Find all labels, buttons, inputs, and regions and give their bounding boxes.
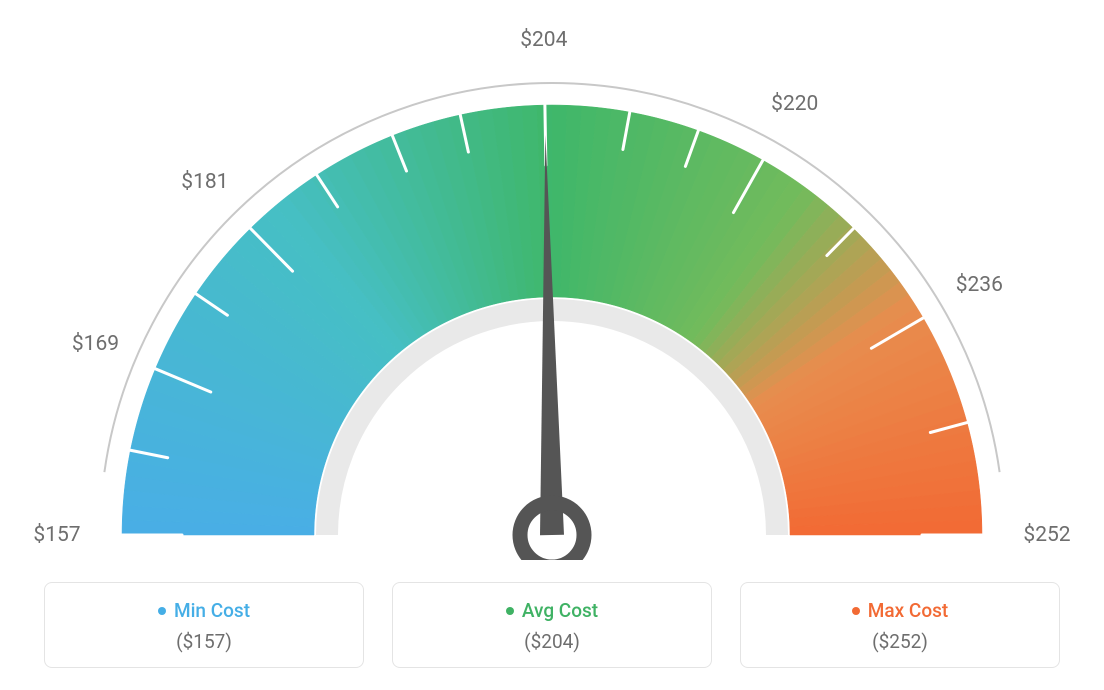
legend-card-min: Min Cost ($157)	[44, 582, 364, 668]
gauge-tick-label: $181	[181, 170, 228, 194]
gauge-chart: $157 $169 $181 $204 $220 $236 $252	[0, 0, 1104, 560]
legend-label-avg: Avg Cost	[506, 599, 598, 622]
legend-value-min: ($157)	[55, 630, 353, 653]
legend-label-text: Min Cost	[174, 599, 250, 622]
legend-card-avg: Avg Cost ($204)	[392, 582, 712, 668]
gauge-tick-label: $157	[33, 523, 80, 547]
legend-label-min: Min Cost	[158, 599, 250, 622]
legend-row: Min Cost ($157) Avg Cost ($204) Max Cost…	[0, 582, 1104, 668]
legend-label-text: Max Cost	[868, 599, 948, 622]
gauge-tick-label: $220	[771, 92, 818, 116]
legend-value-max: ($252)	[751, 630, 1049, 653]
legend-label-max: Max Cost	[852, 599, 948, 622]
gauge-tick-label: $236	[956, 273, 1003, 297]
legend-label-text: Avg Cost	[522, 599, 598, 622]
gauge-tick-label: $204	[520, 28, 567, 52]
gauge-svg	[0, 0, 1104, 560]
gauge-tick-label: $169	[72, 332, 119, 356]
legend-value-avg: ($204)	[403, 630, 701, 653]
legend-card-max: Max Cost ($252)	[740, 582, 1060, 668]
gauge-tick-label: $252	[1023, 523, 1070, 547]
